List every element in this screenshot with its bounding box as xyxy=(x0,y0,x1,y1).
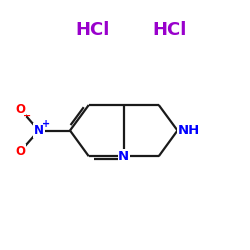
Text: HCl: HCl xyxy=(75,21,110,39)
Text: HCl: HCl xyxy=(153,21,187,39)
Text: O: O xyxy=(16,103,26,116)
Text: N: N xyxy=(34,124,44,137)
Text: O: O xyxy=(16,145,26,158)
Text: NH: NH xyxy=(178,124,200,137)
Text: +: + xyxy=(42,119,50,129)
Text: N: N xyxy=(118,150,129,163)
Text: −: − xyxy=(23,111,31,121)
